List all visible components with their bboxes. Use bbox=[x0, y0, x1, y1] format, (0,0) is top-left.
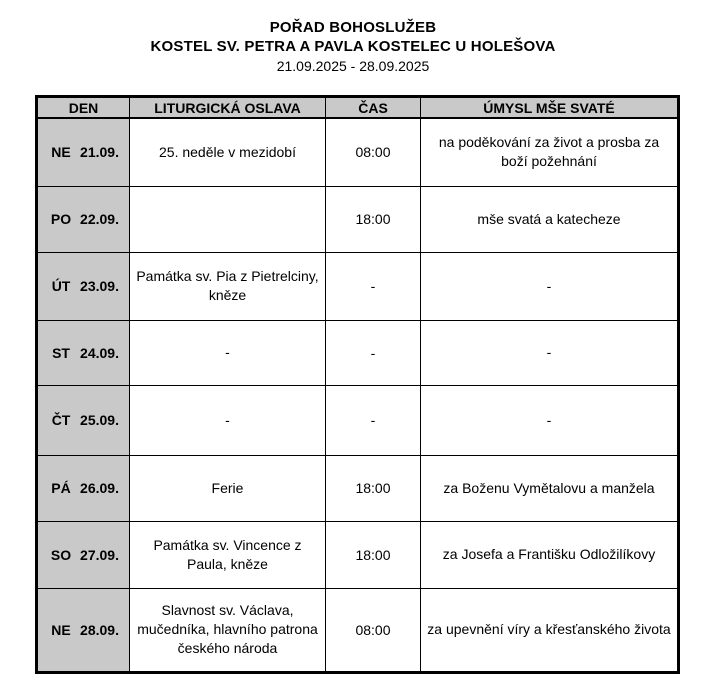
celebration-cell bbox=[129, 185, 326, 253]
table-row: ST 24.09. - - - bbox=[36, 319, 679, 386]
service-schedule-table: DEN LITURGICKÁ OSLAVA ČAS ÚMYSL MŠE SVAT… bbox=[35, 95, 680, 674]
table-row: NE 21.09. 25. neděle v mezidobí 08:00 na pod… bbox=[36, 117, 679, 187]
column-header-intention: ÚMYSL MŠE SVATÉ bbox=[420, 96, 679, 119]
time-cell: - bbox=[325, 319, 421, 386]
day-abbreviation: ÚT bbox=[51, 278, 71, 294]
table-row: ČT 25.09. - - - bbox=[36, 384, 679, 456]
celebration-cell: - bbox=[129, 319, 326, 386]
intention-cell: za Boženu Vymětalovu a manžela bbox=[420, 454, 679, 522]
date-range: 21.09.2025 - 28.09.2025 bbox=[276, 58, 430, 75]
day-cell: NE 21.09. bbox=[36, 117, 130, 187]
day-date: 28.09. bbox=[80, 621, 119, 638]
day-date: 22.09. bbox=[80, 211, 119, 227]
day-abbreviation: PÁ bbox=[51, 480, 71, 496]
day-date: 26.09. bbox=[80, 480, 119, 496]
day-cell: ÚT 23.09. bbox=[36, 251, 130, 321]
day-cell: ČT 25.09. bbox=[36, 384, 130, 456]
table-row: PÁ 26.09. Ferie 18:00 za Boženu Vymětalovu a… bbox=[36, 454, 679, 522]
day-abbreviation: ČT bbox=[51, 412, 71, 428]
day-date: 21.09. bbox=[80, 144, 119, 161]
time-cell: 18:00 bbox=[325, 454, 421, 522]
table-row: NE 28.09. Slavnost sv. Václava, mučedníka,… bbox=[36, 587, 679, 673]
time-cell: 08:00 bbox=[325, 117, 421, 187]
column-header-celebration: LITURGICKÁ OSLAVA bbox=[129, 96, 326, 119]
day-cell: PÁ 26.09. bbox=[36, 454, 130, 522]
intention-cell: - bbox=[420, 384, 679, 456]
title-block: POŘAD BOHOSLUŽEB KOSTEL SV. PETRA A PAVL… bbox=[0, 0, 706, 76]
day-cell: ST 24.09. bbox=[36, 319, 130, 386]
day-date: 27.09. bbox=[80, 546, 119, 563]
page-title: POŘAD BOHOSLUŽEB bbox=[269, 19, 437, 36]
day-cell: NE 28.09. bbox=[36, 587, 130, 673]
page-subtitle: KOSTEL SV. PETRA A PAVLA KOSTELEC U HOLE… bbox=[150, 38, 556, 56]
day-cell: PO 22.09. bbox=[36, 185, 130, 253]
intention-cell: za upevnění víry a křesťanského života bbox=[420, 587, 679, 673]
celebration-cell: Památka sv. Vincence z Paula, kněze bbox=[129, 520, 326, 589]
time-cell: 18:00 bbox=[325, 520, 421, 589]
intention-cell: za Josefa a Františku Odložilíkovy bbox=[420, 520, 679, 589]
celebration-cell: Památka sv. Pia z Pietrelciny, kněze bbox=[129, 251, 326, 321]
column-header-day: DEN bbox=[36, 96, 130, 119]
day-abbreviation: ST bbox=[52, 344, 70, 361]
intention-cell: na poděkování za život a prosba za boží … bbox=[420, 117, 679, 187]
table-row: PO 22.09. 18:00 mše svatá a katecheze bbox=[36, 185, 679, 253]
intention-cell: - bbox=[420, 251, 679, 321]
table-header-row: DEN LITURGICKÁ OSLAVA ČAS ÚMYSL MŠE SVAT… bbox=[36, 96, 679, 119]
day-date: 24.09. bbox=[80, 344, 119, 361]
celebration-cell: 25. neděle v mezidobí bbox=[129, 117, 326, 187]
time-cell: 18:00 bbox=[325, 185, 421, 253]
time-cell: 08:00 bbox=[325, 587, 421, 673]
celebration-cell: Slavnost sv. Václava, mučedníka, hlavníh… bbox=[129, 587, 326, 673]
day-date: 23.09. bbox=[80, 278, 119, 294]
table-body: NE 21.09. 25. neděle v mezidobí 08:00 na pod… bbox=[36, 117, 679, 673]
column-header-time: ČAS bbox=[325, 96, 421, 119]
day-date: 25.09. bbox=[80, 412, 119, 428]
time-cell: - bbox=[325, 384, 421, 456]
day-cell: SO 27.09. bbox=[36, 520, 130, 589]
table-row: ÚT 23.09. Památka sv. Pia z Pietrelciny, k… bbox=[36, 251, 679, 321]
celebration-cell: Ferie bbox=[129, 454, 326, 522]
intention-cell: - bbox=[420, 319, 679, 386]
time-cell: - bbox=[325, 251, 421, 321]
table-row: SO 27.09. Památka sv. Vincence z Paula, kn… bbox=[36, 520, 679, 589]
day-abbreviation: NE bbox=[51, 144, 71, 161]
celebration-cell: - bbox=[129, 384, 326, 456]
intention-cell: mše svatá a katecheze bbox=[420, 185, 679, 253]
day-abbreviation: NE bbox=[51, 621, 71, 638]
day-abbreviation: SO bbox=[50, 546, 72, 563]
day-abbreviation: PO bbox=[50, 211, 72, 227]
